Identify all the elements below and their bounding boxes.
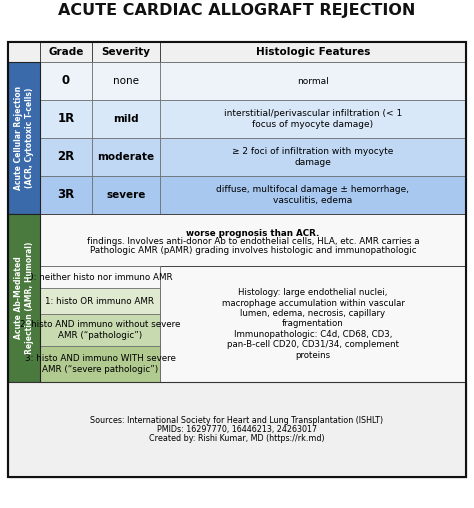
Text: Acute Cellular Rejection
(ACR, Cytotoxic T-cells): Acute Cellular Rejection (ACR, Cytotoxic…: [14, 86, 34, 190]
Bar: [40, 288, 160, 314]
Bar: [40, 100, 92, 138]
Bar: [8, 42, 466, 477]
Bar: [160, 176, 466, 214]
Text: interstitial/perivascular infiltration (< 1
focus of myocyte damage): interstitial/perivascular infiltration (…: [224, 109, 402, 129]
Bar: [40, 214, 466, 266]
Text: diffuse, multifocal damage ± hemorrhage,
vasculitis, edema: diffuse, multifocal damage ± hemorrhage,…: [217, 185, 410, 205]
Bar: [40, 176, 92, 214]
Text: worse prognosis than ACR.: worse prognosis than ACR.: [186, 229, 319, 238]
Bar: [40, 314, 160, 346]
Text: none: none: [113, 76, 139, 86]
Text: 1R: 1R: [57, 112, 74, 125]
Text: 3R: 3R: [57, 188, 74, 202]
Text: PMIDs: 16297770, 16446213, 24263017: PMIDs: 16297770, 16446213, 24263017: [157, 425, 317, 434]
Bar: [40, 62, 92, 100]
Text: ≥ 2 foci of infiltration with myocyte
damage: ≥ 2 foci of infiltration with myocyte da…: [232, 147, 394, 167]
Text: 1: histo OR immuno AMR: 1: histo OR immuno AMR: [46, 297, 155, 305]
Text: 2R: 2R: [57, 150, 74, 164]
Text: Histology: large endothelial nuclei,
macrophage accumulation within vascular
lum: Histology: large endothelial nuclei, mac…: [221, 289, 404, 360]
Bar: [160, 100, 466, 138]
Bar: [160, 138, 466, 176]
Text: 0: neither histo nor immuno AMR: 0: neither histo nor immuno AMR: [27, 272, 173, 281]
Text: Grade: Grade: [48, 47, 84, 57]
Bar: [92, 138, 160, 176]
Bar: [92, 42, 160, 62]
Bar: [40, 266, 160, 288]
Text: Sources: International Society for Heart and Lung Transplantation (ISHLT): Sources: International Society for Heart…: [91, 416, 383, 425]
Bar: [160, 62, 466, 100]
Text: Histologic Features: Histologic Features: [256, 47, 370, 57]
Text: 2: histo AND immuno without severe
AMR (“pathologic”): 2: histo AND immuno without severe AMR (…: [20, 321, 180, 340]
Text: severe: severe: [106, 190, 146, 200]
Text: Created by: Rishi Kumar, MD (https://rk.md): Created by: Rishi Kumar, MD (https://rk.…: [149, 434, 325, 443]
Bar: [160, 266, 466, 382]
Text: findings. Involves anti-donor Ab to endothelial cells, HLA, etc. AMR carries a: findings. Involves anti-donor Ab to endo…: [87, 237, 419, 246]
Text: Severity: Severity: [101, 47, 151, 57]
Text: Acute Ab-Mediated
Rejection (AMR, Humoral): Acute Ab-Mediated Rejection (AMR, Humora…: [14, 242, 34, 354]
Text: mild: mild: [113, 114, 139, 124]
Bar: [8, 42, 466, 477]
Bar: [8, 62, 40, 214]
Bar: [160, 42, 466, 62]
Bar: [40, 42, 92, 62]
Text: 3: histo AND immuno WITH severe
AMR (“severe pathologic”): 3: histo AND immuno WITH severe AMR (“se…: [25, 354, 175, 374]
Bar: [8, 382, 466, 477]
Bar: [92, 100, 160, 138]
Bar: [8, 42, 40, 62]
Bar: [92, 176, 160, 214]
Text: 0: 0: [62, 75, 70, 87]
Bar: [8, 214, 40, 382]
Bar: [40, 138, 92, 176]
Bar: [40, 346, 160, 382]
Text: Pathologic AMR (pAMR) grading involves histologic and immunopathologic: Pathologic AMR (pAMR) grading involves h…: [90, 246, 416, 255]
Text: normal: normal: [297, 77, 329, 85]
Text: ACUTE CARDIAC ALLOGRAFT REJECTION: ACUTE CARDIAC ALLOGRAFT REJECTION: [58, 3, 416, 18]
Bar: [92, 62, 160, 100]
Text: moderate: moderate: [98, 152, 155, 162]
